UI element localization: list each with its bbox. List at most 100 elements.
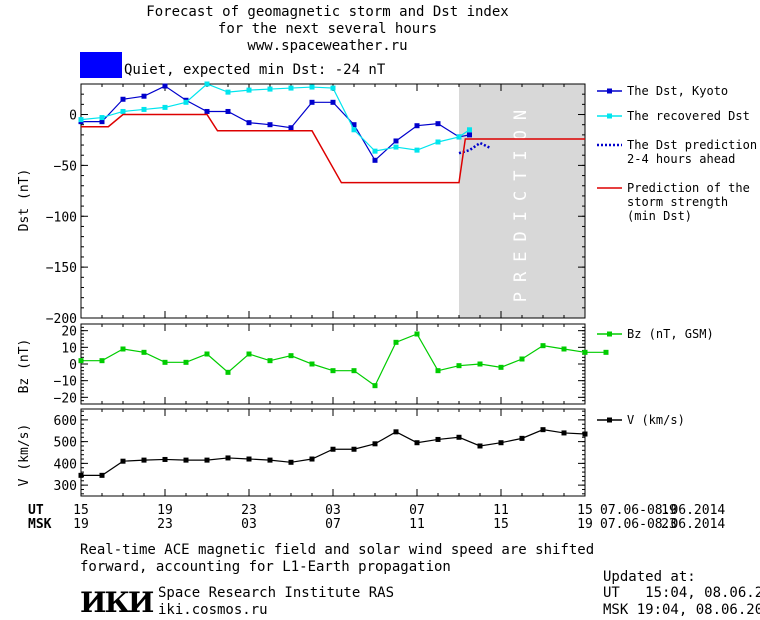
- dst-panel: PREDICTION 0 −50 −100 −150 −200 Dst (nT): [17, 81, 586, 327]
- data-point: [99, 115, 105, 121]
- data-point: [78, 472, 84, 478]
- series-line: [81, 333, 606, 387]
- data-point: [393, 144, 399, 150]
- data-point: [309, 99, 315, 105]
- data-point: [414, 331, 420, 337]
- ut-tick-label: 11: [493, 503, 509, 518]
- data-point: [519, 435, 525, 441]
- data-point: [225, 455, 231, 461]
- data-point: [330, 446, 336, 452]
- msk-tick-label: 19: [577, 517, 593, 532]
- series-line: [81, 113, 585, 184]
- data-point: [204, 108, 210, 114]
- data-point: [183, 359, 189, 365]
- legend-label: (min Dst): [627, 209, 692, 223]
- data-point: [372, 441, 378, 447]
- data-point: [456, 434, 462, 440]
- data-point: [603, 349, 609, 355]
- legend-label: V (km/s): [627, 413, 685, 427]
- data-point: [330, 85, 336, 91]
- series-line: [458, 141, 492, 155]
- data-point: [561, 430, 567, 436]
- data-point: [120, 96, 126, 102]
- data-point: [120, 458, 126, 464]
- speed-panel: 600 500 400 300 V (km/s): [17, 408, 588, 497]
- data-point: [498, 364, 504, 370]
- data-point: [351, 122, 357, 128]
- data-point: [99, 358, 105, 364]
- y-tick-label: 10: [61, 341, 77, 356]
- y-tick-label: 500: [54, 436, 77, 451]
- source-url[interactable]: www.spaceweather.ru: [247, 38, 408, 54]
- data-point: [393, 429, 399, 435]
- ut-tick-label: 15: [577, 503, 593, 518]
- data-point: [99, 119, 105, 125]
- data-point: [351, 446, 357, 452]
- data-point: [225, 89, 231, 95]
- series-0-2: [458, 141, 492, 155]
- chart-title-line-1: Forecast of geomagnetic storm and Dst in…: [146, 4, 509, 20]
- series-line: [81, 85, 470, 162]
- data-point: [204, 81, 210, 87]
- y-tick-label: 600: [54, 414, 77, 429]
- msk-tick-label: 03: [241, 517, 257, 532]
- y-tick-label: 0: [69, 358, 77, 373]
- data-point: [435, 436, 441, 442]
- legend-label: The recovered Dst: [627, 109, 750, 123]
- updated-ut: UT 15:04, 08.06.2014: [603, 585, 760, 601]
- legend-marker: [607, 331, 612, 337]
- data-point: [225, 369, 231, 375]
- legend-label: Bz (nT, GSM): [627, 327, 714, 341]
- note-line-2: forward, accounting for L1-Earth propaga…: [80, 559, 451, 575]
- msk-tick-label: 15: [493, 517, 509, 532]
- msk-tick-label: 23: [661, 517, 677, 532]
- series-0-0: [78, 83, 472, 163]
- data-point: [141, 457, 147, 463]
- data-point: [267, 86, 273, 92]
- plot-frame: [80, 408, 586, 497]
- data-point: [141, 93, 147, 99]
- data-point: [120, 108, 126, 114]
- y-tick-label: 300: [54, 479, 77, 494]
- data-point: [204, 457, 210, 463]
- ut-tick-label: 15: [73, 503, 89, 518]
- legend-label: storm strength: [627, 195, 728, 209]
- data-point: [78, 358, 84, 364]
- ut-tick-label: 19: [157, 503, 173, 518]
- data-point: [456, 134, 462, 140]
- data-point: [540, 343, 546, 349]
- y-tick-label: −100: [46, 210, 77, 225]
- data-point: [582, 349, 588, 355]
- data-point: [162, 83, 168, 89]
- data-point: [414, 440, 420, 446]
- institute-site[interactable]: iki.cosmos.ru: [158, 602, 268, 618]
- note-line-1: Real-time ACE magnetic field and solar w…: [80, 542, 595, 558]
- data-point: [435, 121, 441, 127]
- institute-name: Space Research Institute RAS: [158, 585, 395, 601]
- data-point: [99, 472, 105, 478]
- data-point: [267, 122, 273, 128]
- series-2-0: [78, 427, 588, 478]
- data-point: [288, 85, 294, 91]
- data-point: [372, 383, 378, 389]
- legend-label: The Dst prediction: [627, 138, 757, 152]
- data-point: [330, 99, 336, 105]
- data-point: [435, 139, 441, 145]
- y-axis-label: V (km/s): [17, 424, 32, 487]
- data-point: [246, 456, 252, 462]
- ut-date-range: 07.06-08.06.2014: [600, 503, 725, 518]
- data-point: [225, 108, 231, 114]
- series-0-3: [81, 113, 585, 184]
- chart-title-line-2: for the next several hours: [217, 21, 438, 37]
- data-point: [414, 123, 420, 129]
- y-tick-label: −50: [54, 159, 77, 174]
- legend-marker: [607, 113, 612, 119]
- data-point: [456, 363, 462, 369]
- y-tick-label: −10: [54, 375, 77, 390]
- legend-marker: [607, 88, 612, 94]
- data-point: [477, 361, 483, 367]
- data-point: [288, 353, 294, 359]
- msk-tick-label: 07: [325, 517, 341, 532]
- updated-label: Updated at:: [603, 569, 696, 585]
